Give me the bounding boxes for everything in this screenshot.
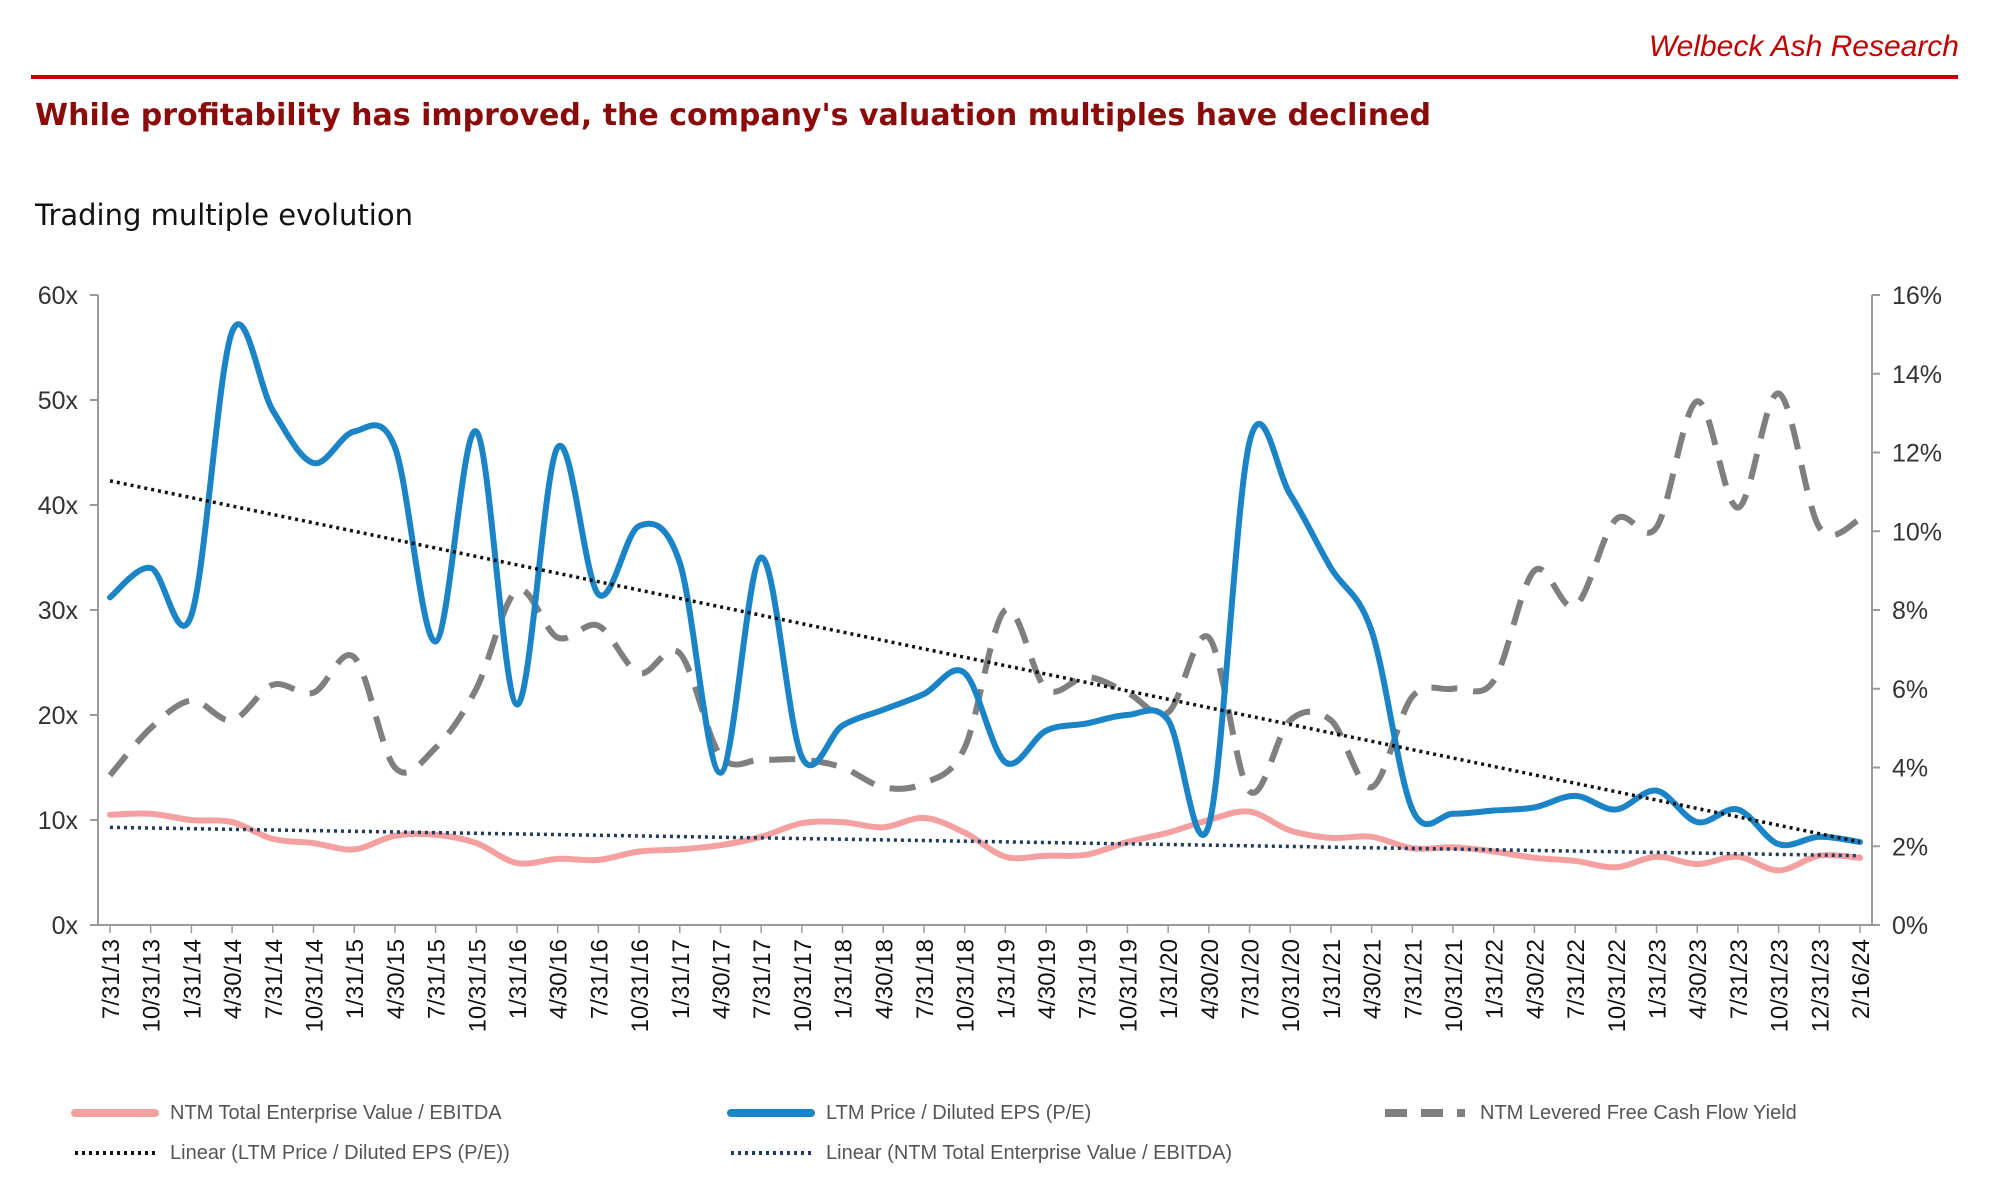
x-tick-label: 4/30/21 [1360,939,1387,1019]
y-right-tick-label: 8% [1892,597,1928,625]
x-tick-label: 1/31/14 [179,939,206,1019]
y-left-tick-label: 20x [38,702,79,730]
legend-item-trend-pe: Linear (LTM Price / Diluted EPS (P/E)) [70,1138,510,1168]
x-tick-label: 1/31/15 [342,939,369,1019]
x-tick-label: 7/31/15 [424,939,451,1019]
legend-label-pe: LTM Price / Diluted EPS (P/E) [826,1101,1092,1124]
x-tick-label: 10/31/20 [1278,939,1305,1032]
x-tick-label: 7/31/16 [586,939,613,1019]
x-tick-label: 4/30/15 [383,939,410,1019]
x-tick-label: 4/30/20 [1197,939,1224,1019]
y-left-tick-label: 50x [38,387,79,415]
x-tick-label: 7/31/22 [1563,939,1590,1019]
x-tick-label: 4/30/16 [546,939,573,1019]
y-left-tick-label: 60x [38,282,79,310]
chart-subtitle: Trading multiple evolution [35,198,413,232]
x-tick-label: 4/30/18 [871,939,898,1019]
x-tick-label: 1/31/21 [1319,939,1346,1019]
y-right-tick-label: 14% [1892,361,1942,389]
chart-svg: 0x 10x 20x 30x 40x 50x 60x 0% 2% 4% 6% 8% 10% 12% 14% 1… [38,282,1942,1032]
x-tick-label: 1/31/22 [1482,939,1509,1019]
trendline-pe [109,479,1861,844]
x-tick-label: 4/30/14 [220,939,247,1019]
series-line-fcf-yield [107,390,1862,796]
x-tick-label: 2/16/24 [1848,939,1875,1019]
x-tick-label: 10/31/17 [790,939,817,1032]
legend-label-ev-ebitda: NTM Total Enterprise Value / EBITDA [170,1101,502,1124]
y-right-tick-label: 2% [1892,833,1928,861]
x-tick-label: 7/31/23 [1726,939,1753,1019]
x-tick-label: 4/30/17 [708,939,735,1019]
legend-swatch-trend-ev [731,1151,811,1155]
legend-label-trend-pe: Linear (LTM Price / Diluted EPS (P/E)) [170,1141,510,1164]
legend-swatch-fcf-yield [1385,1109,1465,1117]
x-tick-label: 4/30/22 [1522,939,1549,1019]
legend-item-fcf-yield: NTM Levered Free Cash Flow Yield [1380,1098,1797,1128]
y-right-tick-label: 6% [1892,676,1928,704]
series-line-ev-ebitda [107,808,1863,874]
x-tick-label: 10/31/14 [301,939,328,1032]
x-tick-label: 7/31/18 [912,939,939,1019]
y-right-tick-label: 4% [1892,755,1928,783]
y-right-tick-label: 16% [1892,282,1942,310]
x-tick-label: 7/31/14 [261,939,288,1019]
y-left-tick-label: 0x [52,912,79,940]
y-right-tick-label: 0% [1892,912,1928,940]
x-tick-label: 7/31/19 [1075,939,1102,1019]
x-tick-label: 7/31/21 [1400,939,1427,1019]
legend-item-pe: LTM Price / Diluted EPS (P/E) [726,1098,1091,1128]
y-left-tick-label: 40x [38,492,79,520]
header-rule [31,75,1958,79]
x-tick-label: 10/31/21 [1441,939,1468,1032]
legend-item-ev-ebitda: NTM Total Enterprise Value / EBITDA [70,1098,502,1128]
x-tick-label: 1/31/18 [831,939,858,1019]
x-tick-label: 1/31/19 [993,939,1020,1019]
x-tick-label: 7/31/13 [98,939,125,1019]
legend-swatch-pe [727,1109,815,1117]
x-tick-label: 10/31/23 [1767,939,1794,1032]
legend-swatch-trend-pe [75,1151,155,1155]
legend-label-fcf-yield: NTM Levered Free Cash Flow Yield [1480,1101,1797,1124]
x-tick-label: 10/31/18 [953,939,980,1032]
trendline-ev-ebitda [109,825,1861,858]
legend-swatch-ev-ebitda [71,1109,159,1117]
y-right-tick-label: 12% [1892,440,1942,468]
chart-legend: NTM Total Enterprise Value / EBITDA LTM … [70,1098,1940,1178]
y-right-tick-label: 10% [1892,518,1942,546]
x-tick-label: 10/31/16 [627,939,654,1032]
x-tick-label: 7/31/17 [749,939,776,1019]
y-left-tick-label: 10x [38,807,79,835]
x-tick-label: 7/31/20 [1238,939,1265,1019]
x-tick-label: 1/31/16 [505,939,532,1019]
legend-item-trend-ev: Linear (NTM Total Enterprise Value / EBI… [726,1138,1232,1168]
legend-label-trend-ev: Linear (NTM Total Enterprise Value / EBI… [826,1141,1233,1164]
x-tick-label: 4/30/19 [1034,939,1061,1019]
x-tick-label: 1/31/17 [668,939,695,1019]
x-tick-label: 10/31/15 [464,939,491,1032]
page-title: While profitability has improved, the co… [35,98,1431,133]
x-tick-label: 10/31/22 [1604,939,1631,1032]
x-tick-label: 1/31/23 [1645,939,1672,1019]
x-tick-label: 10/31/19 [1115,939,1142,1032]
series-line-pe [107,321,1863,849]
x-tick-label: 1/31/20 [1156,939,1183,1019]
brand-label: Welbeck Ash Research [1648,30,1959,63]
x-tick-label: 4/30/23 [1685,939,1712,1019]
y-left-tick-label: 30x [38,597,79,625]
x-tick-label: 10/31/13 [139,939,166,1032]
x-tick-label: 12/31/23 [1807,939,1834,1032]
